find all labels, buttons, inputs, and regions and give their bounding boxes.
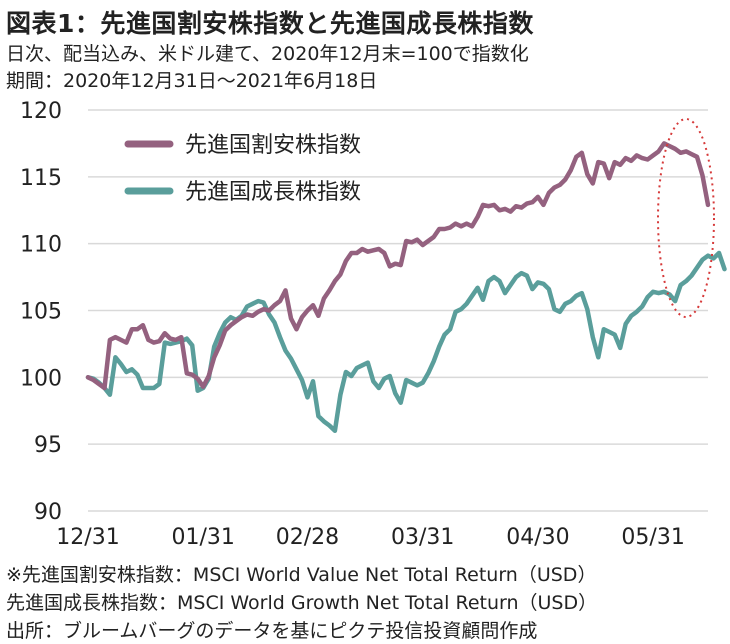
x-axis-ticks: 12/31 01/31 02/28 03/31 04/30 05/31 xyxy=(56,525,685,550)
chart-title: 図表1：先進国割安株指数と先進国成長株指数 xyxy=(6,9,534,38)
y-tick-label: 115 xyxy=(20,166,62,191)
note-source: 出所：ブルームバーグのデータを基にピクテ投信投資顧問作成 xyxy=(6,620,538,642)
series-line-growth xyxy=(85,250,727,434)
y-tick-label: 95 xyxy=(34,433,62,458)
y-tick-label: 120 xyxy=(20,99,62,124)
x-tick-label: 02/28 xyxy=(276,525,339,550)
x-tick-label: 05/31 xyxy=(621,525,684,550)
x-tick-label: 12/31 xyxy=(56,525,119,550)
y-tick-label: 100 xyxy=(20,366,62,391)
y-tick-label: 110 xyxy=(20,233,62,258)
gridlines xyxy=(88,109,708,512)
x-tick-label: 03/31 xyxy=(391,525,454,550)
series-lines xyxy=(85,141,727,434)
legend: 先進国割安株指数 先進国成長株指数 xyxy=(124,133,361,205)
note-growth-index: 先進国成長株指数：MSCI World Growth Net Total Ret… xyxy=(6,592,598,614)
y-axis-ticks: 90 95 100 105 110 115 120 xyxy=(20,99,62,525)
note-value-index: ※先進国割安株指数：MSCI World Value Net Total Ret… xyxy=(6,564,597,586)
x-tick-label: 01/31 xyxy=(172,525,235,550)
x-tick-label: 04/30 xyxy=(506,525,569,550)
highlight-ellipse xyxy=(657,118,715,318)
legend-label-value: 先進国割安株指数 xyxy=(185,133,361,158)
series-line-value xyxy=(85,141,711,391)
y-tick-label: 105 xyxy=(20,300,62,325)
chart-subtitle-period: 期間：2020年12月31日～2021年6月18日 xyxy=(6,70,378,92)
y-tick-label: 90 xyxy=(34,500,62,525)
legend-label-growth: 先進国成長株指数 xyxy=(185,180,361,205)
line-chart: 90 95 100 105 110 115 120 12/31 01/31 02/28 03/31… xyxy=(20,99,727,550)
chart-subtitle-frequency: 日次、配当込み、米ドル建て、2020年12月末=100で指数化 xyxy=(6,43,529,65)
